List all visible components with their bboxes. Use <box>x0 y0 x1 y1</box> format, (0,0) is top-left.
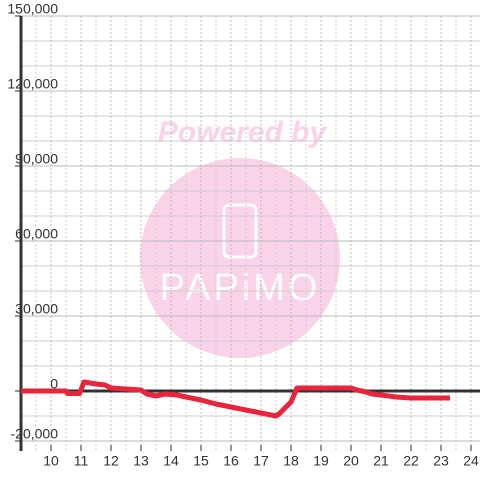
x-tick-label: 21 <box>373 453 389 469</box>
y-tick-label: 60,000 <box>15 226 58 242</box>
y-tick-label: 150,000 <box>7 1 58 17</box>
x-tick-label: 23 <box>433 453 449 469</box>
x-tick-label: 10 <box>43 453 59 469</box>
watermark-caption: Powered by <box>158 116 328 149</box>
x-tick-label: 22 <box>403 453 419 469</box>
watermark-phone <box>222 203 258 259</box>
y-tick-label: 120,000 <box>7 76 58 92</box>
x-tick-label: 19 <box>313 453 329 469</box>
x-tick-label: 13 <box>133 453 149 469</box>
x-tick-label: 14 <box>163 453 179 469</box>
x-tick-label: 17 <box>253 453 269 469</box>
x-tick-label: 12 <box>103 453 119 469</box>
x-tick-label: 16 <box>223 453 239 469</box>
y-tick-label: 30,000 <box>15 301 58 317</box>
y-tick-label: 0 <box>50 376 58 392</box>
x-tick-label: 11 <box>74 453 89 469</box>
y-tick-label: 90,000 <box>15 151 58 167</box>
watermark-logo: PAPiMO <box>160 267 321 309</box>
data-line <box>21 379 450 419</box>
x-tick-label: 20 <box>343 453 359 469</box>
x-tick-label: 24 <box>463 453 479 469</box>
x-tick-label: 15 <box>193 453 209 469</box>
y-tick-label: -20,000 <box>11 426 59 442</box>
x-tick-label: 18 <box>283 453 299 469</box>
